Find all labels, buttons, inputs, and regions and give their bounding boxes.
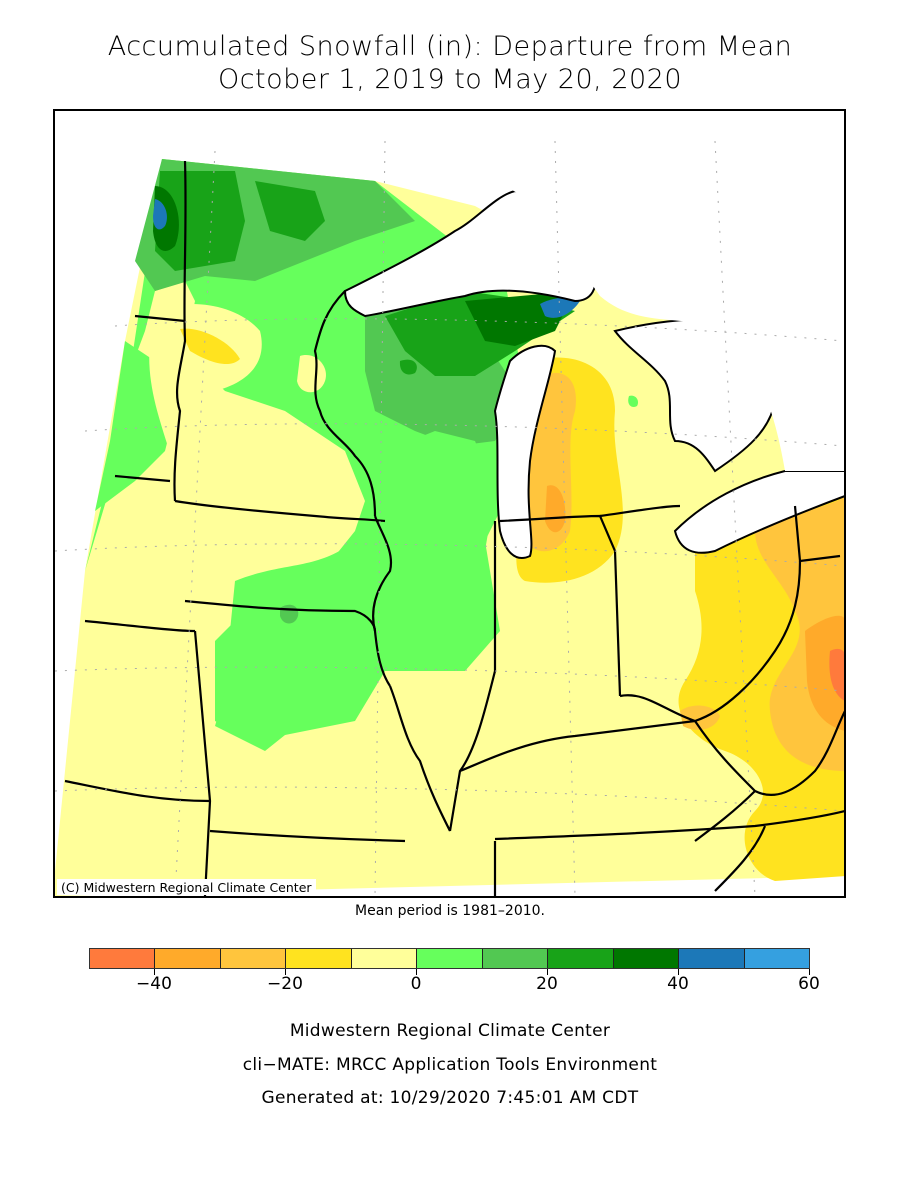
- contour-neg40-neg30-mi: [545, 485, 566, 533]
- legend-tick-label: −20: [267, 974, 303, 994]
- legend-swatch: [90, 949, 156, 968]
- legend-tick-label: 60: [798, 974, 820, 994]
- legend-swatch: [220, 949, 287, 968]
- legend-swatch: [679, 949, 745, 968]
- map-date-range: October 1, 2019 to May 20, 2020: [217, 64, 683, 95]
- legend-tick: [809, 969, 810, 975]
- contour-20-30-north-mn: [155, 171, 245, 271]
- map-panel: (C) Midwestern Regional Climate Center: [53, 109, 846, 898]
- ontario-region: [375, 111, 844, 471]
- legend-tick-label: 40: [667, 974, 689, 994]
- legend-tick: [416, 969, 417, 975]
- legend-swatch: [482, 949, 549, 968]
- contour-neg10-0-mn-center: [297, 355, 326, 393]
- legend-swatch: [155, 949, 221, 968]
- legend-tick: [547, 969, 548, 975]
- lake-michigan: [493, 344, 557, 559]
- graticule: [55, 140, 844, 896]
- lake-erie: [673, 470, 844, 554]
- contour-40-50-nw: [153, 199, 167, 230]
- legend-tick-label: 20: [536, 974, 558, 994]
- contour-0-10-mi-spot: [628, 395, 639, 407]
- mean-period-note: Mean period is 1981–2010.: [355, 903, 545, 919]
- footer-org: Midwestern Regional Climate Center: [289, 1021, 611, 1041]
- legend-swatch: [613, 949, 680, 968]
- footer-generated: Generated at: 10/29/2020 7:45:01 AM CDT: [261, 1088, 639, 1108]
- footer-tool: cli−MATE: MRCC Application Tools Environ…: [242, 1055, 658, 1075]
- legend-tick-label: 0: [410, 974, 422, 994]
- contour-40-50-up: [540, 297, 580, 318]
- legend-swatch: [351, 949, 418, 968]
- copyright-label: (C) Midwestern Regional Climate Center: [57, 879, 316, 895]
- legend-swatch: [744, 949, 809, 968]
- legend-ticks: [89, 969, 810, 975]
- contour-neg50-neg40-oh: [829, 648, 844, 701]
- contour-neg30-neg20-kyoh: [680, 705, 720, 730]
- legend-tick: [285, 969, 286, 975]
- contour-20-30-wi-spot: [399, 359, 417, 375]
- contour-neg20-neg10-nw-mn: [180, 328, 240, 365]
- legend-swatch: [548, 949, 614, 968]
- legend-tick: [154, 969, 155, 975]
- state-borders: [64, 160, 844, 896]
- legend-swatch: [286, 949, 352, 968]
- legend-tick-label: −40: [136, 974, 172, 994]
- snowfall-departure-map: [55, 111, 844, 896]
- color-legend: [89, 948, 810, 969]
- contour-0-10-ia-il: [215, 431, 495, 751]
- contour-20-30-mn-2: [255, 181, 325, 241]
- contour-neg40-neg30-oh: [805, 615, 844, 731]
- legend-tick: [678, 969, 679, 975]
- map-title: Accumulated Snowfall (in): Departure fro…: [107, 31, 793, 62]
- legend-swatch: [417, 949, 483, 968]
